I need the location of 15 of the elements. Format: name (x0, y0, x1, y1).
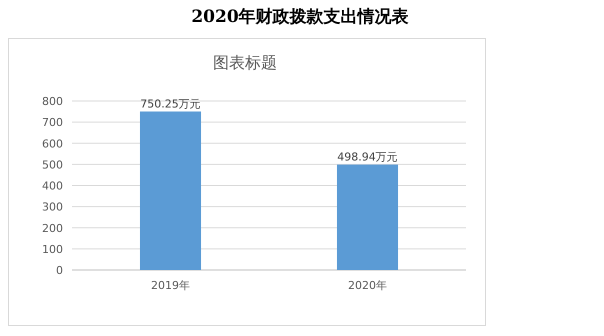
xtick: 2020年 (348, 279, 387, 292)
title: 2020年财政拨款支出情况表 (191, 7, 409, 27)
ytick: 700 (42, 116, 63, 130)
ytick: 600 (42, 137, 63, 150)
subtitle: 图表标题 (213, 53, 277, 72)
ytick: 0 (56, 264, 63, 277)
ytick: 800 (42, 95, 63, 108)
ytick: 500 (42, 158, 63, 172)
ytick: 200 (42, 222, 63, 235)
ytick: 400 (42, 180, 63, 192)
data-label: 750.25万元 (140, 98, 201, 110)
data-label: 498.94万元 (337, 150, 398, 164)
ytick: 300 (42, 200, 63, 214)
ytick: 100 (42, 242, 63, 256)
xtick: 2019年 (151, 279, 190, 292)
